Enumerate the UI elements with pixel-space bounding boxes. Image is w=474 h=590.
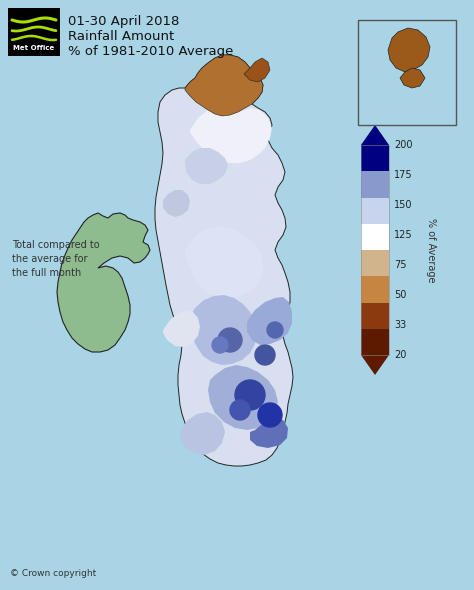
Text: 33: 33	[394, 320, 406, 330]
Polygon shape	[180, 412, 225, 455]
Text: © Crown copyright: © Crown copyright	[10, 569, 96, 578]
Polygon shape	[185, 148, 228, 184]
Polygon shape	[400, 68, 425, 88]
Polygon shape	[250, 418, 288, 448]
Circle shape	[235, 380, 265, 410]
Bar	[358, 20, 456, 125]
Bar	[361, 303, 389, 329]
Bar	[361, 250, 389, 276]
Circle shape	[255, 345, 275, 365]
Text: 20: 20	[394, 350, 406, 360]
Bar	[361, 198, 389, 224]
Text: 150: 150	[394, 200, 412, 210]
Text: % of 1981-2010 Average: % of 1981-2010 Average	[68, 45, 233, 58]
Polygon shape	[361, 355, 389, 375]
Text: Total compared to
the average for
the full month: Total compared to the average for the fu…	[12, 240, 100, 278]
Polygon shape	[208, 365, 278, 430]
Text: Rainfall Amount: Rainfall Amount	[68, 30, 174, 43]
Circle shape	[218, 328, 242, 352]
Circle shape	[258, 403, 282, 427]
Text: 01-30 April 2018: 01-30 April 2018	[68, 15, 179, 28]
Polygon shape	[188, 295, 257, 365]
Bar	[361, 224, 389, 250]
Text: % of Average: % of Average	[426, 218, 436, 282]
Polygon shape	[185, 55, 263, 116]
Bar	[361, 329, 389, 355]
Polygon shape	[185, 226, 263, 298]
Text: Met Office: Met Office	[13, 45, 55, 51]
Bar	[361, 276, 389, 303]
Circle shape	[212, 337, 228, 353]
Polygon shape	[163, 190, 190, 217]
Polygon shape	[57, 213, 150, 352]
Circle shape	[267, 322, 283, 338]
Text: 50: 50	[394, 290, 406, 300]
Polygon shape	[244, 58, 270, 82]
Polygon shape	[247, 297, 292, 345]
Text: 200: 200	[394, 140, 412, 150]
Polygon shape	[388, 28, 430, 72]
Text: 175: 175	[394, 170, 413, 180]
Polygon shape	[155, 55, 293, 466]
Circle shape	[230, 400, 250, 420]
Text: 125: 125	[394, 230, 413, 240]
Bar	[361, 145, 389, 171]
Polygon shape	[190, 108, 272, 163]
Text: 75: 75	[394, 260, 407, 270]
Bar	[361, 171, 389, 198]
Bar	[361, 145, 389, 355]
Bar	[8, 8, 60, 56]
Polygon shape	[163, 310, 200, 347]
Polygon shape	[361, 125, 389, 145]
